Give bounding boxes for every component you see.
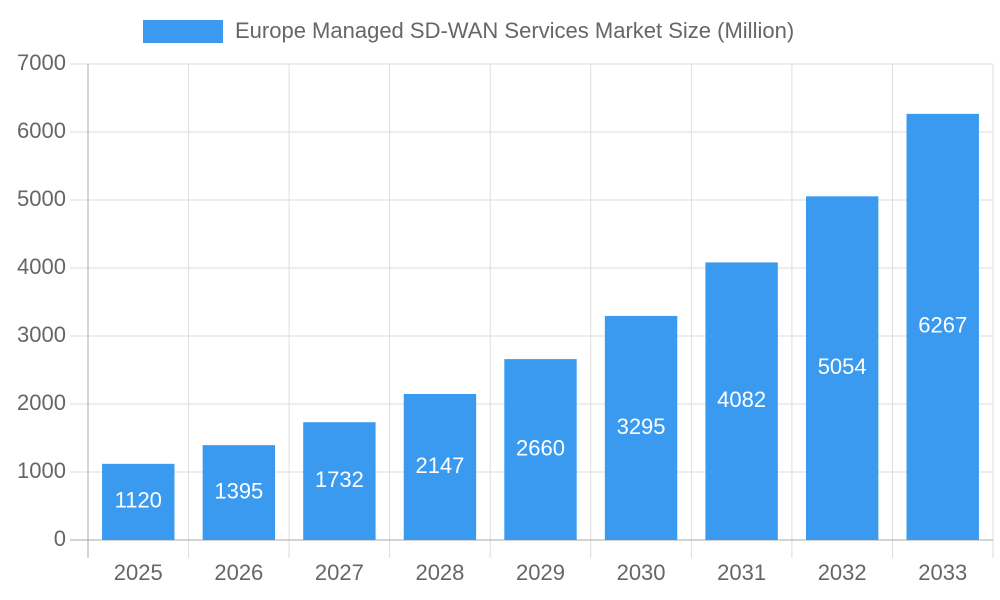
- y-tick-label: 7000: [17, 50, 66, 75]
- y-tick-label: 4000: [17, 254, 66, 279]
- x-tick-label: 2031: [717, 560, 766, 585]
- data-label: 5054: [818, 354, 867, 379]
- data-label: 2147: [415, 453, 464, 478]
- x-tick-label: 2032: [818, 560, 867, 585]
- y-tick-label: 6000: [17, 118, 66, 143]
- y-tick-label: 1000: [17, 458, 66, 483]
- bar: [303, 422, 376, 540]
- data-label: 1120: [115, 488, 162, 513]
- y-tick-label: 0: [54, 526, 66, 551]
- legend-swatch[interactable]: [143, 20, 223, 43]
- data-label: 6267: [918, 313, 967, 338]
- bar: [202, 445, 276, 540]
- x-tick-label: 2027: [315, 560, 364, 585]
- bar: [805, 196, 879, 540]
- bar: [102, 463, 175, 540]
- y-tick-label: 3000: [17, 322, 66, 347]
- x-tick-label: 2029: [516, 560, 565, 585]
- x-tick-label: 2028: [415, 560, 464, 585]
- x-tick-label: 2026: [214, 560, 263, 585]
- data-label: 2660: [516, 435, 565, 460]
- x-tick-label: 2030: [617, 560, 666, 585]
- data-label: 1732: [315, 467, 364, 492]
- x-tick-label: 2025: [114, 560, 163, 585]
- bar: [705, 262, 778, 540]
- data-label: 3295: [617, 414, 666, 439]
- bar: [504, 359, 577, 540]
- data-label: 4082: [717, 387, 766, 412]
- legend-label[interactable]: Europe Managed SD-WAN Services Market Si…: [235, 18, 794, 43]
- y-tick-label: 2000: [17, 390, 66, 415]
- bar: [403, 394, 477, 540]
- y-tick-label: 5000: [17, 186, 66, 211]
- data-label: 1395: [214, 478, 263, 503]
- bar: [604, 315, 678, 540]
- x-tick-label: 2033: [918, 560, 967, 585]
- bar: [906, 113, 979, 541]
